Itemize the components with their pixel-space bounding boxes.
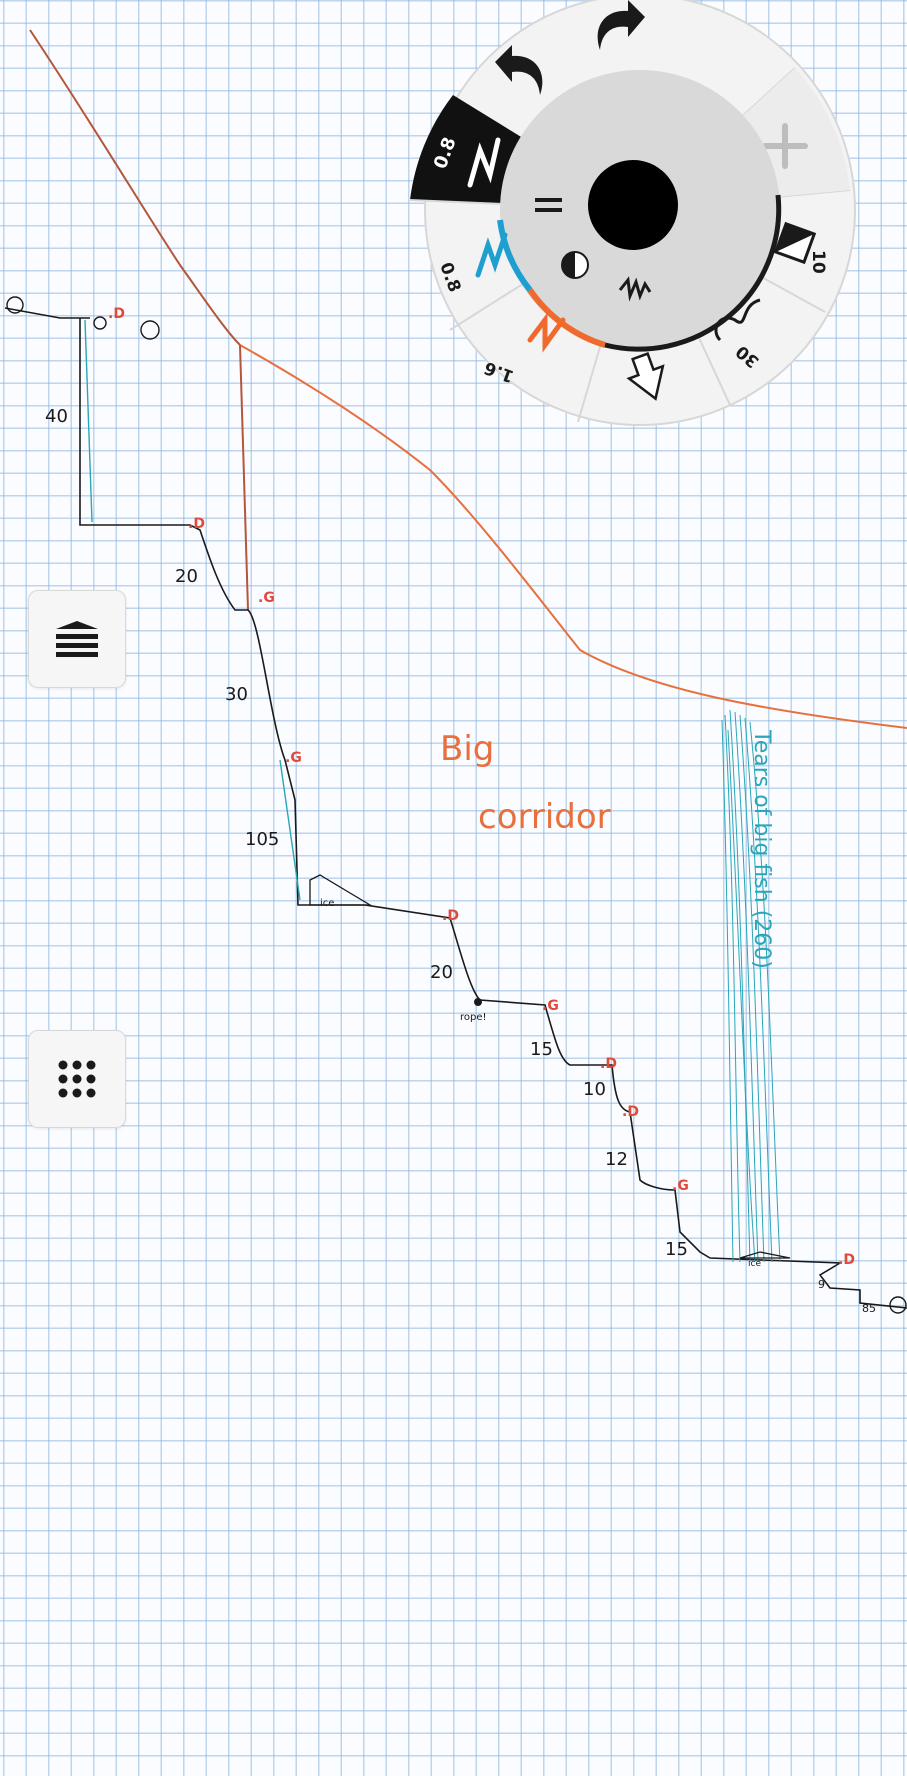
tool-wheel[interactable]: 0.8 0.8 1.6 30 10 (380, 0, 860, 440)
tool-slot-eraser[interactable]: 10 (773, 221, 828, 274)
marker-label: .D (188, 516, 205, 532)
depth-label: 40 (45, 406, 68, 427)
teal-waterfall-bundle (721, 709, 781, 1263)
layers-button[interactable] (28, 590, 126, 688)
blue-color-arc (497, 219, 533, 292)
depth-label: 20 (430, 962, 453, 983)
ring-2 (140, 320, 160, 340)
ice-label: ice (748, 1259, 761, 1269)
teal-waterfall-2 (279, 759, 301, 901)
black-color-arc (604, 194, 782, 352)
pen-stroke-icon (467, 137, 501, 188)
big-corridor-note-line2: corridor (478, 797, 611, 837)
marker-label: .D (838, 1252, 855, 1268)
layers-icon (56, 621, 98, 657)
equals-menu-icon[interactable] (535, 198, 562, 212)
marker-label: .G (258, 590, 275, 606)
depth-label: 20 (175, 566, 198, 587)
depth-label: 15 (530, 1039, 553, 1060)
big-corridor-note-line1: Big (440, 729, 494, 769)
scribble-brush-icon[interactable] (618, 276, 652, 302)
ice-formation-2 (739, 1251, 791, 1259)
cave-profile-line (4, 307, 907, 1309)
marker-label: .D (600, 1056, 617, 1072)
depth-label: 15 (665, 1239, 688, 1260)
plus-icon (762, 123, 808, 169)
depth-label: 105 (245, 829, 279, 850)
ice-formation-1 (309, 874, 373, 906)
redo-arrow-icon (597, 0, 645, 50)
ring-4 (889, 1296, 907, 1314)
ice-label: ice (320, 898, 334, 909)
depth-label: 10 (583, 1079, 606, 1100)
eraser-icon (773, 221, 817, 265)
ring-3 (6, 296, 24, 314)
depth-label: 12 (605, 1149, 628, 1170)
marker-label: .D (442, 908, 459, 924)
ring-1 (93, 316, 107, 330)
brush-size-dot-icon[interactable] (588, 160, 678, 250)
tears-of-big-fish-note: Tears of big fish (260) (749, 729, 774, 969)
marker-label: .G (672, 1178, 689, 1194)
wave-brush-icon (714, 298, 761, 342)
marker-label: .G (285, 750, 302, 766)
marker-label: .G (542, 998, 559, 1014)
grid-dots-icon (58, 1060, 96, 1098)
brown-vertical-line (239, 344, 249, 611)
tool-slot-select[interactable] (623, 350, 672, 405)
teal-waterfall-1 (84, 319, 93, 523)
tool-value: 10 (808, 250, 828, 274)
selection-arrow-icon (626, 352, 665, 401)
marker-label: .D (622, 1104, 639, 1120)
depth-label: 85 (862, 1302, 876, 1315)
rope-note: rope! (460, 1012, 487, 1023)
brown-boundary-line (29, 29, 241, 346)
marker-label: .D (108, 306, 125, 322)
depth-label: 9 (818, 1278, 825, 1291)
redo-button[interactable] (597, 0, 645, 50)
grid-menu-button[interactable] (28, 1030, 126, 1128)
rope-anchor (474, 998, 482, 1006)
undo-arrow-icon (495, 45, 543, 95)
orange-boundary-line (239, 344, 907, 729)
undo-button[interactable] (495, 45, 543, 95)
depth-label: 30 (225, 684, 248, 705)
half-circle-color-icon[interactable] (561, 251, 589, 279)
